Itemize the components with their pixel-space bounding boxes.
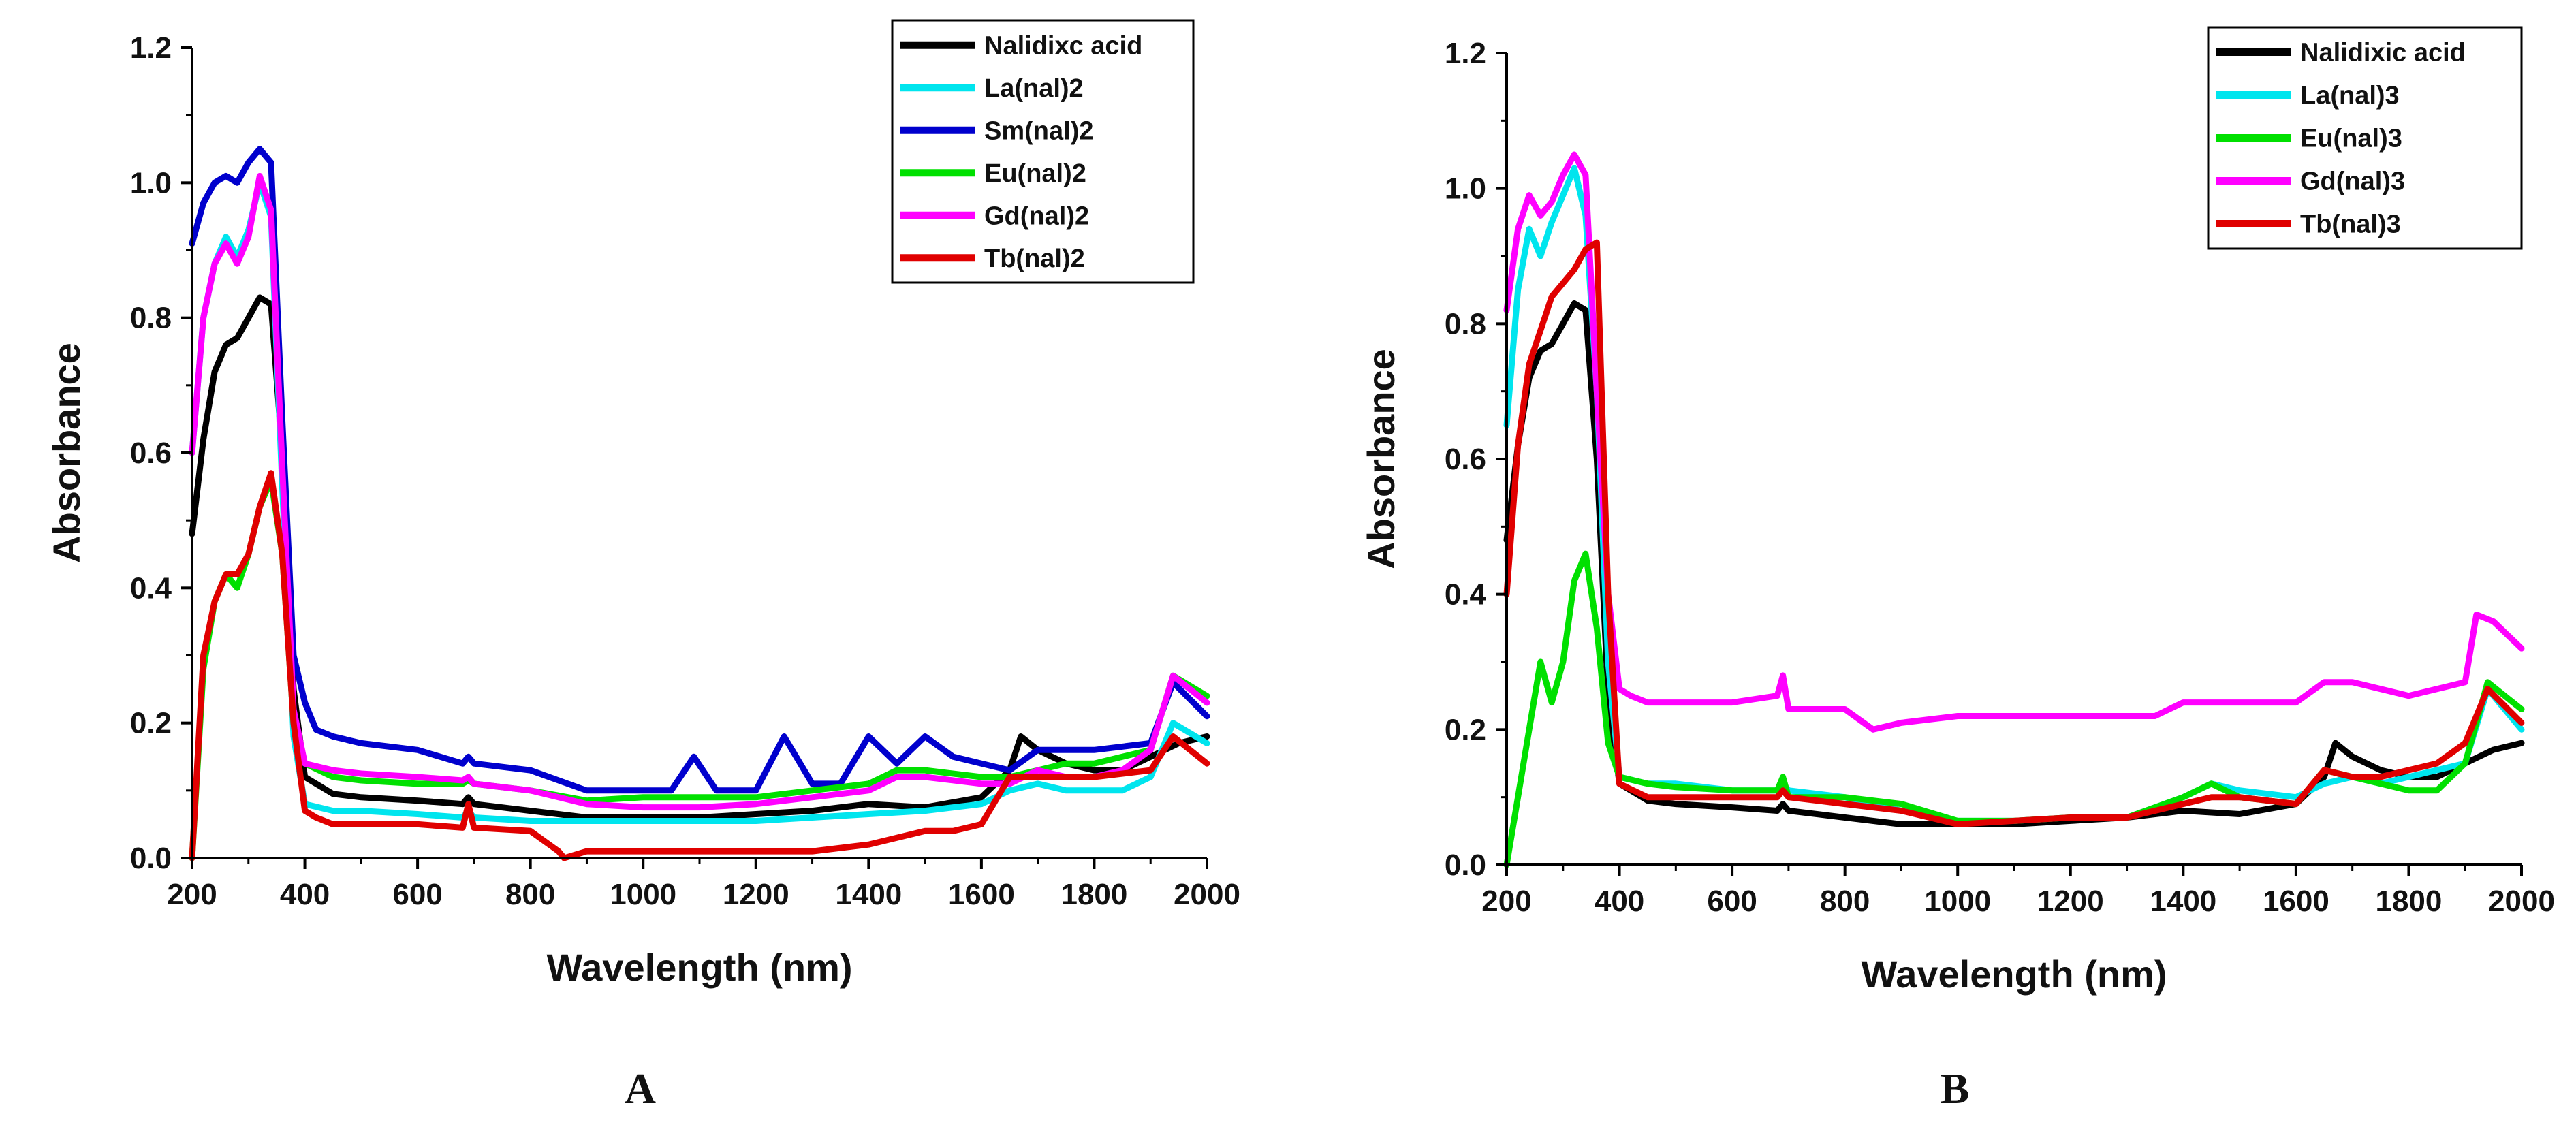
chart-b-y-tick-label: 0.0 <box>1445 848 1486 882</box>
chart-a-series-line-2 <box>189 146 1210 794</box>
chart-a-y-tick-label: 0.2 <box>130 707 172 740</box>
chart-b-x-tick-label: 2000 <box>2488 885 2555 918</box>
chart-a-y-tick-label: 0.6 <box>130 436 172 470</box>
chart-a-legend-label-1: La(nal)2 <box>984 74 1084 103</box>
chart-a-y-tick-label: 0.4 <box>130 571 172 605</box>
chart-b-x-tick-label: 1800 <box>2375 885 2442 918</box>
chart-b-series-line-0 <box>1503 300 2525 827</box>
chart-b-x-tick-label: 200 <box>1481 885 1531 918</box>
chart-b-x-tick-label: 800 <box>1820 885 1870 918</box>
chart-a-x-tick-label: 1400 <box>835 878 902 911</box>
chart-a-y-tick-label: 1.2 <box>130 31 172 65</box>
chart-b-legend-label-0: Nalidixic acid <box>2300 39 2466 67</box>
chart-a-x-tick-label: 1800 <box>1061 878 1127 911</box>
chart-a-legend-label-4: Gd(nal)2 <box>984 202 1089 230</box>
chart-a-legend-label-2: Sm(nal)2 <box>984 116 1093 145</box>
chart-a-y-tick-label: 0.0 <box>130 842 172 875</box>
chart-b-x-axis-title: Wavelength (nm) <box>1861 953 2167 996</box>
chart-b-legend-label-2: Eu(nal)3 <box>2300 125 2402 153</box>
chart-a: 200 400 600 800 1000 1200 1400 1600 1800 2000 0.0 0… <box>45 19 1240 989</box>
chart-b-x-tick-label: 1600 <box>2263 885 2329 918</box>
chart-a-x-tick-label: 800 <box>505 878 555 911</box>
chart-b-legend: Nalidixic acid La(nal)3 Eu(nal)3 Gd(nal)3 Tb… <box>2207 26 2523 250</box>
chart-a-plot-area <box>189 146 1210 861</box>
chart-b: 200 400 600 800 1000 1200 1400 1600 1800 2000 0.0 0… <box>1360 26 2555 996</box>
chart-a-x-tick-label: 600 <box>392 878 442 911</box>
chart-a-series-line-4 <box>189 172 1210 811</box>
chart-b-y-tick-label: 0.2 <box>1445 713 1486 746</box>
chart-b-legend-label-3: Gd(nal)3 <box>2300 168 2405 196</box>
chart-a-x-tick-label: 2000 <box>1174 878 1240 911</box>
chart-a-y-tick-label: 1.0 <box>130 166 172 200</box>
chart-b-series-line-4 <box>1503 239 2525 827</box>
chart-a-series-line-0 <box>189 294 1210 821</box>
chart-b-y-tick-label: 0.6 <box>1445 443 1486 476</box>
panel-label-a: A <box>625 1064 656 1113</box>
chart-a-x-tick-label: 400 <box>280 878 330 911</box>
chart-b-y-axis-title: Absorbance <box>1360 349 1402 569</box>
chart-b-series-line-3 <box>1503 151 2525 733</box>
chart-a-y-axis-title: Absorbance <box>45 343 88 563</box>
chart-b-series-line-1 <box>1503 165 2525 824</box>
chart-b-y-tick-label: 0.8 <box>1445 307 1486 340</box>
chart-b-legend-label-1: La(nal)3 <box>2300 82 2400 110</box>
chart-b-x-tick-label: 1000 <box>1924 885 1991 918</box>
chart-a-x-tick-label: 1200 <box>723 878 789 911</box>
chart-b-x-tick-label: 600 <box>1707 885 1757 918</box>
chart-b-y-tick-label: 1.2 <box>1445 37 1486 70</box>
chart-a-y-tick-label: 0.8 <box>130 302 172 335</box>
chart-b-y-tick-label: 1.0 <box>1445 172 1486 206</box>
chart-b-x-tick-label: 400 <box>1595 885 1644 918</box>
chart-a-x-tick-label: 200 <box>167 878 217 911</box>
chart-a-legend-label-3: Eu(nal)2 <box>984 159 1086 188</box>
chart-b-x-tick-label: 1200 <box>2037 885 2104 918</box>
chart-b-y-tick-label: 0.4 <box>1445 578 1487 612</box>
chart-a-legend-label-5: Tb(nal)2 <box>984 244 1085 273</box>
chart-a-series-line-3 <box>189 477 1210 861</box>
chart-b-x-tick-label: 1400 <box>2150 885 2216 918</box>
chart-a-series-line-5 <box>189 470 1210 861</box>
chart-b-plot-area <box>1503 151 2525 868</box>
chart-a-x-axis-title: Wavelength (nm) <box>546 946 852 989</box>
chart-a-legend: Nalidixc acid La(nal)2 Sm(nal)2 Eu(nal)2 Gd(… <box>891 19 1195 284</box>
chart-a-x-tick-label: 1000 <box>610 878 676 911</box>
panel-label-b: B <box>1941 1064 1970 1113</box>
chart-a-legend-label-0: Nalidixc acid <box>984 31 1142 60</box>
chart-b-legend-label-4: Tb(nal)3 <box>2300 210 2401 239</box>
chart-a-x-tick-label: 1600 <box>948 878 1015 911</box>
chart-a-legend-box <box>891 19 1195 284</box>
